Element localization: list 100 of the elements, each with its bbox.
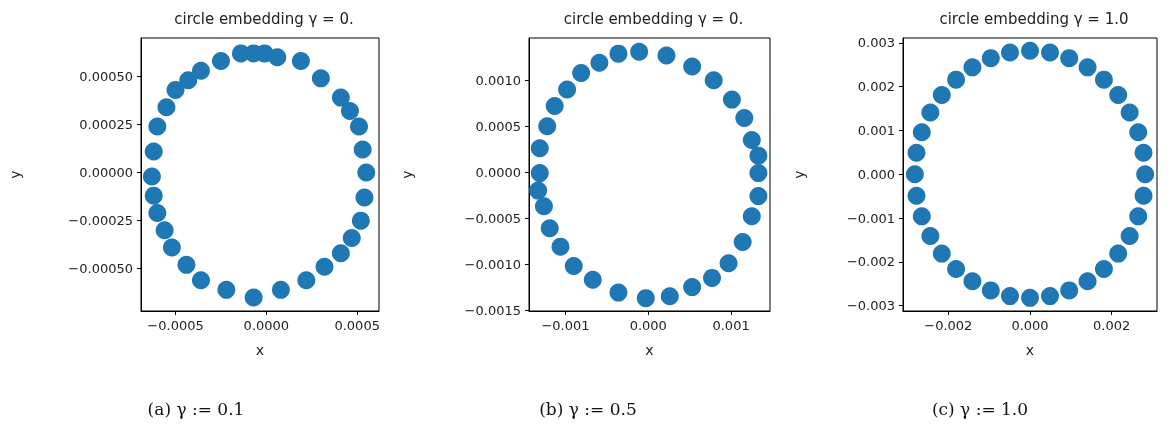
point: [1129, 207, 1148, 226]
point: [1134, 186, 1153, 205]
point: [1109, 244, 1128, 263]
point: [1094, 70, 1113, 89]
y-tick-label: −0.0005: [464, 210, 521, 226]
point: [590, 53, 609, 72]
y-tick-label: 0.0000: [475, 164, 521, 180]
point: [683, 278, 702, 297]
y-axis-title: y: [399, 170, 415, 179]
point: [749, 146, 768, 165]
point: [657, 46, 676, 65]
point: [217, 280, 236, 299]
point: [1129, 123, 1148, 142]
point: [530, 164, 549, 183]
point: [947, 259, 966, 278]
text: (a) γ := 0.1: [147, 398, 245, 419]
point: [742, 207, 761, 226]
point: [142, 167, 161, 186]
point: [1134, 143, 1153, 162]
y-tick-label: −0.001: [846, 210, 895, 226]
point: [1001, 287, 1019, 306]
y-tick-label: 0.003: [857, 35, 895, 51]
point: [311, 69, 330, 88]
point: [177, 255, 196, 274]
point: [609, 283, 628, 302]
y-tick-label: −0.00025: [68, 213, 133, 229]
point: [342, 228, 361, 247]
point: [735, 108, 754, 127]
y-tick-label: 0.0005: [475, 118, 521, 134]
point: [297, 271, 316, 290]
point: [683, 57, 702, 76]
point: [530, 139, 549, 158]
point: [268, 48, 287, 67]
point: [545, 97, 564, 116]
text: (b) γ := 0.5: [539, 398, 637, 419]
x-tick-label: −0.0005: [147, 318, 204, 333]
point: [551, 237, 570, 256]
point: [1094, 259, 1113, 278]
point: [1109, 85, 1128, 104]
chart-title: circle embedding γ = 1.0: [939, 9, 1129, 28]
point: [1120, 103, 1139, 122]
point: [907, 143, 926, 162]
x-axis-title: x: [1025, 342, 1035, 358]
point: [947, 70, 966, 89]
point: [1001, 43, 1019, 62]
point: [148, 203, 167, 222]
point: [157, 98, 176, 117]
y-tick-label: 0.00000: [79, 165, 133, 181]
point: [350, 117, 369, 136]
point: [932, 85, 951, 104]
point: [340, 102, 359, 121]
point: [211, 52, 230, 71]
y-tick-label: −0.003: [846, 298, 895, 314]
point: [749, 164, 768, 183]
point: [1041, 43, 1060, 62]
point: [331, 88, 350, 107]
point: [733, 233, 752, 252]
point: [162, 238, 181, 257]
point: [1078, 58, 1097, 77]
point: [315, 257, 334, 276]
point: [1120, 227, 1139, 246]
point: [1060, 49, 1079, 68]
point: [912, 207, 931, 226]
point: [529, 181, 548, 200]
x-tick-label: 0.000: [1011, 318, 1049, 333]
y-axis-title: y: [7, 170, 23, 179]
point: [636, 289, 655, 308]
point: [749, 187, 768, 206]
chart-title: circle embedding γ = 0.: [563, 9, 744, 28]
point: [558, 80, 577, 99]
x-tick-label: 0.0005: [334, 318, 380, 333]
point: [244, 288, 263, 307]
point: [722, 90, 741, 109]
point: [912, 123, 931, 142]
point: [179, 71, 198, 90]
x-tick-label: 0.000: [629, 318, 667, 333]
point: [1021, 288, 1039, 307]
y-tick-label: 0.001: [857, 122, 895, 138]
x-tick-label: 0.001: [712, 318, 750, 333]
y-tick-label: 0.000: [857, 166, 895, 182]
point: [1078, 272, 1097, 291]
point: [231, 44, 250, 63]
point: [921, 103, 940, 122]
y-tick-label: 0.002: [857, 79, 895, 95]
point: [1021, 41, 1039, 60]
x-tick-label: −0.002: [924, 318, 973, 333]
point: [963, 58, 982, 77]
point: [630, 42, 649, 61]
point: [660, 287, 679, 306]
text: (c) γ := 1.0: [931, 398, 1029, 419]
point: [534, 197, 553, 216]
y-tick-label: 0.00050: [79, 68, 133, 84]
point: [719, 254, 738, 273]
point: [291, 52, 310, 71]
point: [191, 271, 210, 290]
point: [538, 117, 557, 136]
x-tick-label: 0.002: [1093, 318, 1131, 333]
point: [609, 44, 628, 63]
y-tick-label: 0.00025: [79, 117, 133, 133]
y-tick-label: −0.002: [846, 254, 895, 270]
